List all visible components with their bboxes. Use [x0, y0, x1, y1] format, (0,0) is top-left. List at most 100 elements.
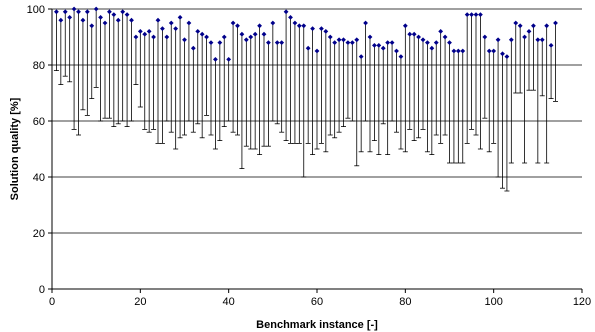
data-point	[160, 26, 165, 31]
data-point	[305, 45, 311, 51]
data-point	[89, 23, 95, 29]
data-point	[464, 12, 470, 17]
data-point	[76, 9, 81, 15]
data-point	[517, 23, 523, 29]
data-point	[243, 37, 249, 43]
y-tick-label: 0	[39, 284, 45, 296]
data-point	[358, 54, 364, 59]
data-point	[486, 48, 492, 54]
data-point	[495, 37, 501, 43]
data-point	[310, 26, 315, 31]
x-tick-label: 100	[484, 296, 502, 308]
data-point	[301, 23, 307, 29]
data-point	[261, 31, 267, 37]
data-point	[173, 26, 179, 31]
data-point	[327, 34, 333, 40]
data-point	[190, 45, 196, 51]
data-point	[292, 20, 298, 26]
data-point	[429, 45, 435, 51]
y-tick-label: 40	[33, 172, 45, 184]
data-point	[221, 34, 227, 40]
x-axis-label: Benchmark instance [-]	[256, 319, 378, 331]
data-point	[248, 34, 254, 40]
data-point	[323, 29, 329, 34]
data-point	[513, 20, 519, 26]
data-point	[71, 6, 77, 12]
data-point	[332, 40, 338, 45]
data-point	[230, 20, 236, 26]
data-point	[204, 34, 209, 40]
data-point	[548, 43, 554, 48]
data-point	[433, 40, 439, 45]
data-point	[539, 37, 545, 43]
data-point	[314, 48, 320, 54]
y-tick-label: 60	[33, 116, 45, 128]
data-point	[62, 9, 68, 15]
data-point	[217, 40, 223, 45]
tick-labels: 0 20 40 60 80 100 0 20 40 60 80 100 120	[27, 4, 592, 308]
y-tick-label: 80	[33, 60, 45, 72]
data-point	[177, 15, 183, 20]
data-point	[402, 23, 408, 29]
data-point	[168, 20, 174, 26]
data-point	[438, 29, 444, 34]
data-point	[226, 57, 232, 62]
data-point	[164, 34, 170, 40]
data-point	[535, 37, 541, 43]
data-point	[504, 54, 510, 59]
data-point	[288, 15, 293, 20]
data-point	[372, 43, 377, 48]
data-point	[266, 40, 271, 45]
data-point	[137, 29, 143, 34]
data-point	[411, 31, 417, 37]
data-point	[155, 17, 161, 23]
data-point	[274, 40, 280, 45]
y-tick-label: 100	[27, 4, 45, 16]
data-point	[182, 37, 187, 43]
data-point	[416, 34, 421, 40]
data-point	[58, 17, 64, 23]
data-point	[460, 48, 466, 54]
data-point	[120, 9, 126, 15]
data-point	[336, 37, 342, 43]
data-point	[478, 12, 483, 17]
data-point	[199, 31, 205, 37]
data-point	[142, 31, 148, 37]
data-point	[522, 34, 527, 40]
data-points	[54, 6, 558, 62]
axes	[48, 8, 583, 293]
data-point	[319, 26, 324, 31]
data-point	[151, 34, 156, 40]
data-point	[376, 43, 382, 48]
data-point	[98, 15, 103, 20]
data-point	[451, 48, 457, 54]
data-point	[208, 40, 214, 45]
data-point	[420, 37, 426, 43]
data-point	[398, 54, 404, 59]
data-point	[389, 40, 395, 45]
data-point	[341, 37, 346, 43]
x-tick-label: 120	[573, 296, 591, 308]
data-point	[129, 17, 134, 23]
data-point	[283, 9, 289, 15]
data-point	[107, 9, 112, 15]
data-point	[394, 48, 399, 54]
data-point	[482, 34, 488, 40]
data-point	[363, 20, 368, 26]
range-lines	[53, 9, 558, 192]
data-point	[349, 40, 355, 45]
data-point	[345, 40, 351, 45]
data-point	[500, 51, 505, 57]
data-point	[491, 48, 497, 54]
data-point	[67, 15, 73, 20]
data-point	[195, 29, 201, 34]
data-point	[84, 9, 90, 15]
data-point	[270, 20, 276, 26]
data-point	[93, 6, 99, 12]
x-tick-label: 0	[49, 296, 55, 308]
data-point	[146, 29, 152, 34]
data-point	[544, 23, 550, 29]
data-point	[296, 23, 302, 29]
data-point	[279, 40, 285, 45]
data-point	[186, 20, 192, 26]
